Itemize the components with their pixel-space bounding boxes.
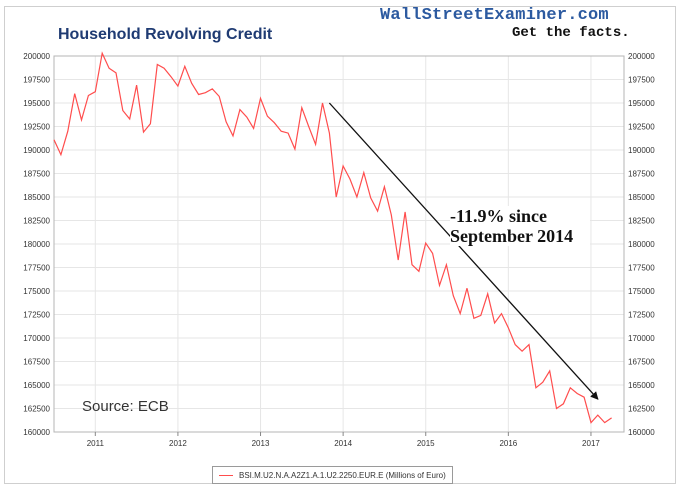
- x-tick-label: 2013: [252, 439, 270, 448]
- y-tick-label-left: 200000: [23, 52, 50, 61]
- y-tick-label-left: 160000: [23, 428, 50, 437]
- y-tick-label-right: 177500: [628, 264, 655, 273]
- y-tick-label-left: 177500: [23, 264, 50, 273]
- x-tick-label: 2015: [417, 439, 435, 448]
- trend-arrow: [328, 102, 599, 400]
- y-tick-label-right: 172500: [628, 311, 655, 320]
- y-tick-label-left: 195000: [23, 99, 50, 108]
- y-tick-label-right: 162500: [628, 405, 655, 414]
- source-note: Source: ECB: [82, 398, 169, 415]
- y-tick-label-right: 167500: [628, 358, 655, 367]
- y-tick-label-left: 170000: [23, 334, 50, 343]
- y-tick-label-left: 185000: [23, 193, 50, 202]
- y-axis-right: 200000 197500 195000 192500 190000 187500 1850…: [628, 52, 655, 437]
- y-tick-label-left: 165000: [23, 381, 50, 390]
- y-tick-label-right: 180000: [628, 240, 655, 249]
- y-tick-label-right: 192500: [628, 123, 655, 132]
- x-tick-label: 2012: [169, 439, 187, 448]
- y-tick-label-right: 160000: [628, 428, 655, 437]
- legend-label: BSI.M.U2.N.A.A2Z1.A.1.U2.2250.EUR.E (Mil…: [239, 470, 446, 480]
- y-tick-label-left: 197500: [23, 76, 50, 85]
- y-tick-label-left: 187500: [23, 170, 50, 179]
- y-axis-left: 200000 197500 195000 192500 190000 187500 1850…: [23, 52, 50, 437]
- y-tick-label-right: 182500: [628, 217, 655, 226]
- x-tick-label: 2014: [334, 439, 352, 448]
- y-tick-label-right: 185000: [628, 193, 655, 202]
- y-tick-label-right: 170000: [628, 334, 655, 343]
- brand-logo[interactable]: WallStreetExaminer.com: [380, 6, 609, 25]
- y-tick-label-right: 187500: [628, 170, 655, 179]
- x-tick-label: 2016: [499, 439, 517, 448]
- y-tick-label-left: 180000: [23, 240, 50, 249]
- brand-tagline: Get the facts.: [512, 25, 630, 41]
- y-tick-label-right: 175000: [628, 287, 655, 296]
- y-tick-label-right: 195000: [628, 99, 655, 108]
- y-tick-label-left: 192500: [23, 123, 50, 132]
- x-axis: 2011 2012 2013 2014 2015 2016 2017: [87, 432, 600, 448]
- x-tick-label: 2017: [582, 439, 600, 448]
- chart-legend[interactable]: BSI.M.U2.N.A.A2Z1.A.1.U2.2250.EUR.E (Mil…: [212, 466, 453, 484]
- y-tick-label-right: 197500: [628, 76, 655, 85]
- series-line: [53, 51, 612, 424]
- y-tick-label-left: 175000: [23, 287, 50, 296]
- y-tick-label-left: 190000: [23, 146, 50, 155]
- plot-area: [53, 55, 625, 433]
- y-tick-label-right: 190000: [628, 146, 655, 155]
- y-tick-label-left: 162500: [23, 405, 50, 414]
- y-tick-label-left: 172500: [23, 311, 50, 320]
- legend-swatch: [219, 474, 233, 476]
- y-tick-label-right: 200000: [628, 52, 655, 61]
- y-tick-label-left: 167500: [23, 358, 50, 367]
- x-tick-label: 2011: [87, 439, 105, 448]
- y-tick-label-right: 165000: [628, 381, 655, 390]
- chart-title: Household Revolving Credit: [58, 26, 273, 43]
- y-tick-label-left: 182500: [23, 217, 50, 226]
- chart-annotation: -11.9% since September 2014: [450, 206, 590, 246]
